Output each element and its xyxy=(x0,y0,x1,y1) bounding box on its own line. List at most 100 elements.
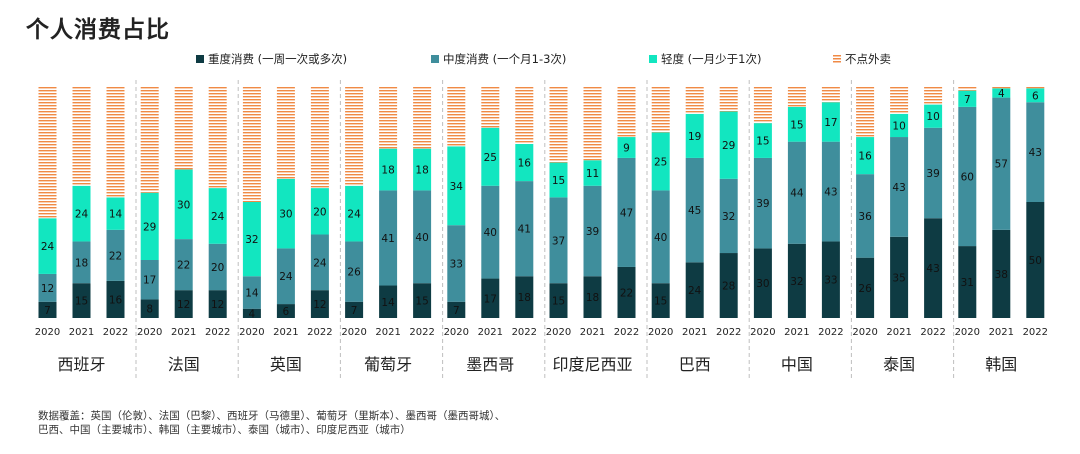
data-label-heavy: 15 xyxy=(552,296,565,308)
bar-light xyxy=(174,169,193,240)
x-tick-label-year: 2020 xyxy=(341,327,366,338)
data-label-light: 14 xyxy=(109,209,123,221)
bar-moderate xyxy=(1026,102,1045,202)
bar-heavy xyxy=(345,301,364,318)
x-tick-label-year: 2022 xyxy=(409,327,434,338)
data-label-light: 29 xyxy=(143,221,156,233)
x-tick-label-year: 2021 xyxy=(273,327,298,338)
data-label-light: 15 xyxy=(552,175,565,187)
data-label-light: 18 xyxy=(381,165,394,177)
bar-no-delivery xyxy=(958,86,977,91)
bar-no-delivery xyxy=(992,86,1011,89)
country-label: 印度尼西亚 xyxy=(552,355,632,374)
bar-moderate xyxy=(651,190,670,284)
bar-heavy xyxy=(583,276,602,318)
data-label-light: 30 xyxy=(177,199,190,211)
bar-no-delivery xyxy=(447,86,466,147)
bar-heavy xyxy=(174,290,193,318)
bar-no-delivery xyxy=(174,86,193,170)
country-label: 韩国 xyxy=(985,355,1017,374)
data-label-heavy: 7 xyxy=(44,305,51,317)
data-label-heavy: 24 xyxy=(688,285,702,297)
bar-light xyxy=(310,188,329,235)
x-tick-label-year: 2021 xyxy=(375,327,400,338)
x-tick-label-year: 2020 xyxy=(546,327,571,338)
x-tick-label-year: 2021 xyxy=(886,327,911,338)
data-label-heavy: 28 xyxy=(722,281,735,293)
bar-no-delivery xyxy=(345,86,364,186)
data-label-moderate: 32 xyxy=(722,211,735,223)
source-note-line-2: 巴西、中国（主要城市）、韩国（主要城市）、泰国（城市）、印度尼西亚（城市） xyxy=(38,424,411,436)
bar-heavy xyxy=(515,276,534,318)
bar-light xyxy=(753,123,772,158)
bar-light xyxy=(379,148,398,191)
bar-no-delivery xyxy=(242,86,261,202)
data-label-heavy: 7 xyxy=(453,305,460,317)
data-label-moderate: 57 xyxy=(995,159,1008,171)
bar-light xyxy=(345,185,364,242)
bar-no-delivery xyxy=(583,86,602,161)
country-label: 法国 xyxy=(168,355,200,374)
x-tick-label-year: 2020 xyxy=(35,327,60,338)
bar-light xyxy=(549,162,568,198)
data-label-heavy: 31 xyxy=(961,277,974,289)
bar-light xyxy=(1026,88,1045,103)
x-tick-label-year: 2021 xyxy=(580,327,605,338)
bar-heavy xyxy=(856,257,875,318)
data-label-heavy: 43 xyxy=(926,263,939,275)
legend-swatch-heavy xyxy=(196,55,204,63)
data-label-light: 24 xyxy=(211,211,225,223)
data-label-heavy: 12 xyxy=(177,299,190,311)
data-label-heavy: 17 xyxy=(484,293,497,305)
data-label-moderate: 40 xyxy=(654,232,667,244)
bar-no-delivery xyxy=(549,86,568,163)
x-tick-label-year: 2022 xyxy=(818,327,843,338)
bar-no-delivery xyxy=(924,86,943,105)
data-label-light: 24 xyxy=(75,209,89,221)
data-label-moderate: 18 xyxy=(75,257,88,269)
bar-no-delivery xyxy=(38,86,57,219)
bar-light xyxy=(651,132,670,191)
bar-heavy xyxy=(276,304,295,318)
bar-moderate xyxy=(379,190,398,286)
data-label-heavy: 30 xyxy=(756,278,769,290)
data-label-moderate: 45 xyxy=(688,205,701,217)
data-label-heavy: 4 xyxy=(249,308,256,320)
bar-heavy xyxy=(890,236,909,318)
bar-light xyxy=(447,146,466,226)
data-label-light: 25 xyxy=(654,156,667,168)
data-label-moderate: 44 xyxy=(790,188,804,200)
bar-no-delivery xyxy=(685,86,704,114)
data-label-heavy: 18 xyxy=(518,292,531,304)
bar-no-delivery xyxy=(72,86,91,186)
bar-heavy xyxy=(38,301,57,318)
bar-no-delivery xyxy=(787,86,806,107)
bar-light xyxy=(413,148,432,191)
data-label-heavy: 22 xyxy=(620,287,633,299)
x-tick-label-year: 2020 xyxy=(137,327,162,338)
bar-heavy xyxy=(447,301,466,318)
bar-moderate xyxy=(719,178,738,254)
data-label-heavy: 12 xyxy=(211,299,224,311)
x-tick-label-year: 2022 xyxy=(512,327,537,338)
chart-title: 个人消费占比 xyxy=(26,17,170,43)
bar-moderate xyxy=(549,197,568,284)
x-tick-label-year: 2022 xyxy=(1023,327,1048,338)
bar-moderate xyxy=(72,241,91,284)
legend-label-none: 不点外卖 xyxy=(845,52,891,66)
data-label-heavy: 33 xyxy=(824,275,837,287)
data-label-light: 15 xyxy=(790,119,803,131)
data-label-heavy: 32 xyxy=(790,276,803,288)
data-label-light: 18 xyxy=(415,165,428,177)
data-label-light: 6 xyxy=(1032,90,1039,102)
bar-no-delivery xyxy=(719,86,738,112)
bar-moderate xyxy=(174,239,193,291)
data-label-moderate: 39 xyxy=(926,168,939,180)
data-label-moderate: 41 xyxy=(381,233,394,245)
bar-no-delivery xyxy=(753,86,772,124)
bar-no-delivery xyxy=(276,86,295,179)
bar-heavy xyxy=(787,243,806,318)
x-tick-label-year: 2020 xyxy=(750,327,775,338)
legend-item-light: 轻度 (一月少于1次) xyxy=(649,51,833,67)
x-tick-label-year: 2021 xyxy=(682,327,707,338)
